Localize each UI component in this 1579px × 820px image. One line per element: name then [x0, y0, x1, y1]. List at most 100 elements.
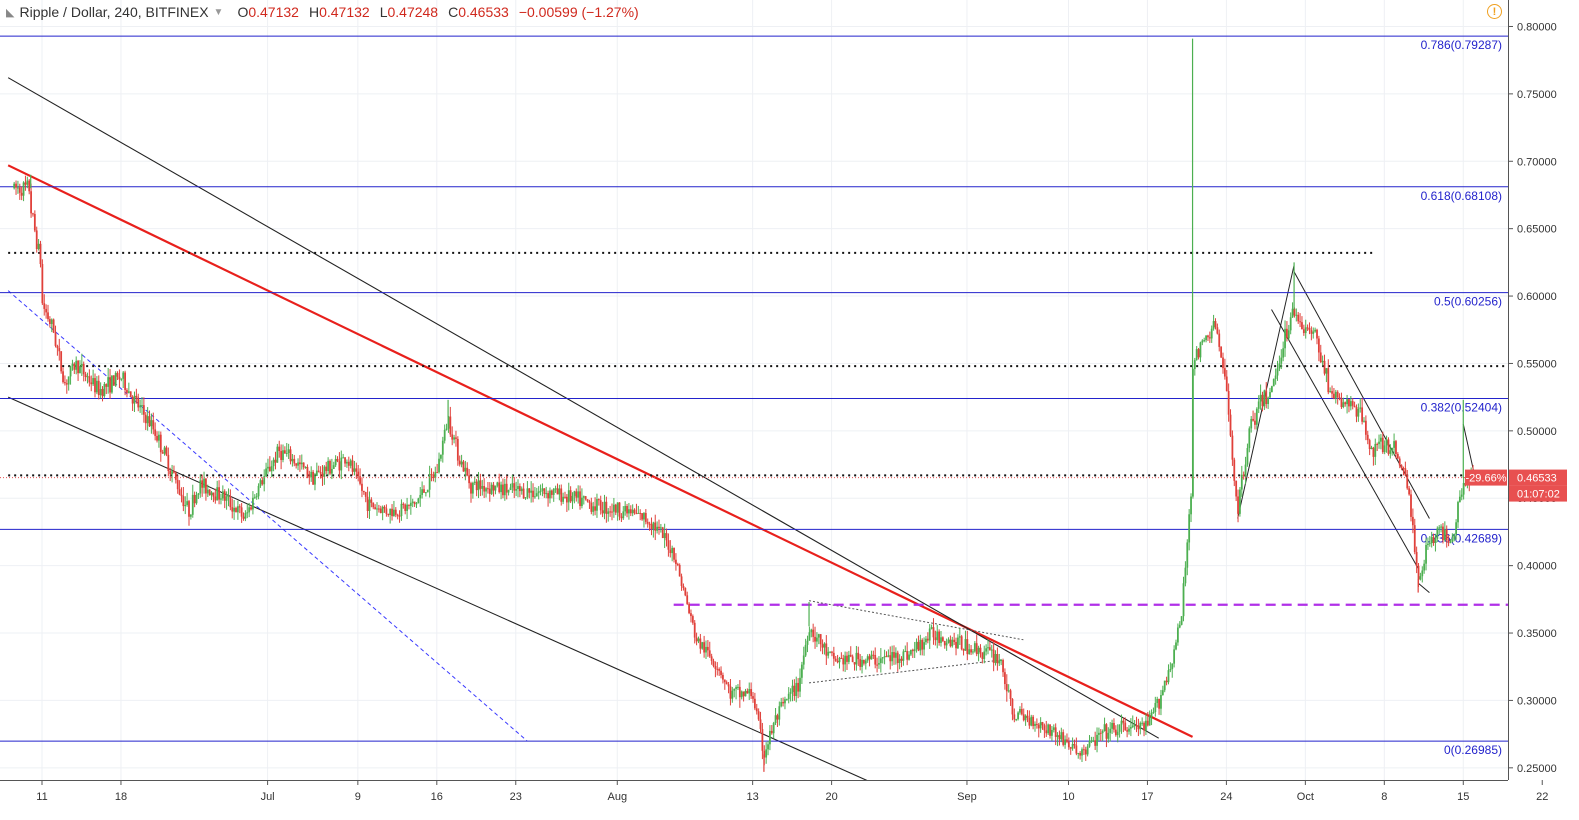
candle-body [159, 434, 162, 453]
candle-body [1193, 360, 1196, 370]
candle-body [434, 472, 437, 478]
candle-body [103, 384, 106, 397]
candle-body [1022, 714, 1025, 721]
candle-body [195, 495, 198, 504]
trendline-dotted-blue [7, 290, 528, 742]
candle-body [99, 388, 102, 396]
candle-body [748, 689, 751, 694]
candle-body [789, 692, 792, 694]
candle-body [86, 376, 89, 378]
candle-body [436, 472, 439, 474]
candle-body [334, 458, 337, 466]
candle-body [1349, 401, 1352, 407]
candle-body [921, 639, 924, 650]
candle-body [1462, 482, 1465, 495]
candle-body [1150, 712, 1153, 717]
candle-body [156, 435, 158, 441]
candle-body [609, 511, 612, 513]
x-tick-label: 22 [1536, 791, 1548, 803]
candle-body [94, 378, 96, 393]
candle-body [620, 516, 623, 519]
candle-body [33, 214, 36, 231]
symbol-collapse-icon[interactable]: ◣ [6, 6, 15, 19]
candle-body [900, 658, 903, 661]
candle-body [735, 687, 737, 689]
candle-body [966, 639, 969, 655]
candle-body [65, 383, 68, 385]
candle-body [1453, 534, 1456, 540]
candle-body [17, 187, 19, 189]
candle-body [383, 506, 386, 509]
candle-body [1363, 420, 1365, 422]
candle-body [808, 632, 811, 641]
alert-icon[interactable]: ! [1487, 4, 1502, 19]
candle-body [212, 492, 215, 497]
candle-body [1233, 459, 1236, 481]
candle-body [1383, 445, 1386, 453]
candle-body [1009, 690, 1012, 699]
candle-body [137, 397, 140, 408]
candle-body [163, 447, 166, 454]
candle-body [545, 493, 548, 495]
candle-body [259, 480, 262, 486]
candle-body [840, 657, 843, 659]
candle-body [248, 507, 251, 513]
candle-body [1047, 724, 1050, 734]
candle-body [1455, 522, 1458, 535]
candle-body [443, 429, 446, 441]
candle-body [650, 524, 653, 530]
candle-body [362, 490, 365, 493]
candle-body [139, 405, 142, 408]
candle-body [1297, 314, 1300, 322]
candle-body [1427, 543, 1429, 545]
candle-body [1145, 720, 1147, 731]
candle-body [1004, 672, 1006, 685]
candle-body [697, 638, 700, 642]
candle-body [868, 656, 871, 660]
candle-body [494, 485, 497, 491]
candle-body [165, 447, 168, 455]
candle-body [910, 649, 912, 655]
candle-body [1039, 722, 1042, 729]
candle-body [838, 657, 841, 663]
candle-body [92, 378, 95, 385]
candle-body [47, 312, 49, 320]
close-label: C [448, 4, 459, 20]
candle-body [332, 465, 335, 469]
candle-body [1124, 722, 1127, 731]
candle-body [201, 480, 204, 488]
candle-body [490, 484, 493, 494]
candle-body [1073, 743, 1076, 746]
fib-label: 0.382(0.52404) [1421, 400, 1502, 414]
candle-body [913, 649, 916, 652]
candle-body [637, 512, 640, 514]
candle-body [528, 488, 531, 493]
candle-body [722, 675, 724, 680]
candle-body [214, 496, 217, 501]
candle-body [596, 499, 598, 511]
candle-body [577, 491, 580, 498]
candle-body [453, 437, 455, 440]
candle-body [1184, 567, 1187, 584]
candle-body [973, 643, 976, 652]
candle-body [257, 485, 260, 497]
candle-body [603, 501, 606, 514]
symbol-title[interactable]: Ripple / Dollar, 240, BITFINEX [19, 4, 209, 20]
candle-body [823, 643, 826, 648]
candle-body [883, 656, 886, 658]
candle-body [1430, 537, 1433, 544]
candle-body [441, 440, 444, 455]
candle-body [1197, 349, 1200, 358]
candle-body [445, 428, 448, 430]
candle-body [408, 504, 410, 506]
chevron-down-icon[interactable]: ▼ [213, 6, 224, 18]
candle-body [1316, 329, 1318, 339]
candle-body [1254, 420, 1256, 425]
candle-body [424, 492, 427, 494]
candle-body [639, 512, 642, 514]
x-axis-ticks: 11 18 Jul 9 16 23 Aug 13 20 Sep 10 17 24 Oct 8 15 22 [36, 780, 1548, 803]
candle-body [870, 654, 873, 660]
candle-body [479, 480, 482, 489]
